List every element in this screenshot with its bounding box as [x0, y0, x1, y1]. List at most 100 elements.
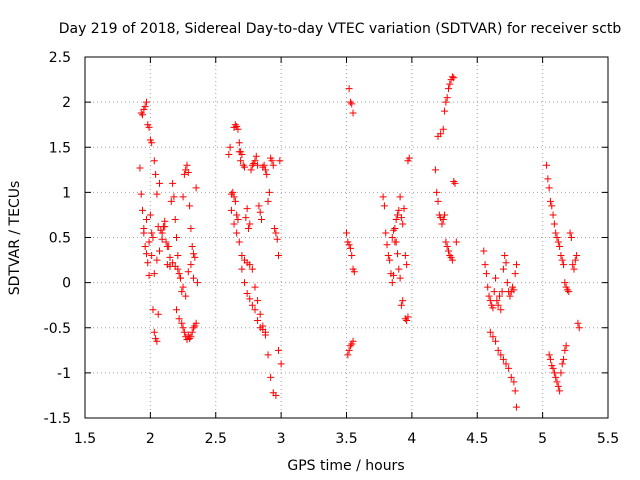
data-point	[271, 224, 279, 232]
data-point	[238, 252, 246, 260]
data-point	[137, 109, 145, 117]
data-point	[492, 274, 500, 282]
data-point	[186, 202, 194, 210]
data-point	[380, 202, 388, 210]
data-point	[437, 130, 445, 138]
data-point	[561, 346, 569, 354]
data-point	[179, 324, 187, 332]
data-point	[193, 279, 201, 287]
data-point	[573, 252, 581, 260]
data-point	[261, 166, 269, 174]
data-point	[145, 123, 153, 131]
data-point	[495, 292, 503, 300]
series-cluster-2-low	[227, 206, 269, 336]
data-point	[261, 328, 269, 336]
data-point	[502, 259, 510, 267]
data-point	[141, 243, 149, 251]
data-point	[552, 373, 560, 381]
data-point	[343, 229, 350, 237]
data-point	[450, 178, 458, 186]
x-tick-label: 5.5	[597, 431, 619, 447]
data-point	[169, 259, 177, 267]
y-tick-label: 2	[62, 95, 71, 111]
data-point	[145, 238, 153, 246]
data-point	[550, 369, 558, 377]
data-point	[272, 391, 280, 399]
series-cluster-1-high-arc	[137, 98, 156, 147]
data-point	[400, 205, 408, 213]
data-point	[158, 229, 166, 237]
data-point	[238, 265, 246, 273]
data-point	[233, 211, 241, 219]
axis-ticks	[84, 56, 609, 419]
data-point	[383, 241, 391, 249]
data-point	[493, 297, 501, 305]
data-point	[543, 161, 551, 169]
data-point	[349, 109, 357, 117]
data-point	[263, 170, 271, 178]
data-point	[153, 190, 161, 198]
data-point	[566, 229, 574, 237]
data-point	[142, 98, 150, 106]
data-point	[273, 235, 281, 243]
series-cluster-3-main	[343, 229, 358, 276]
data-point	[244, 224, 252, 232]
data-point	[145, 271, 153, 279]
data-point	[227, 206, 235, 214]
series-cluster-2-main	[225, 143, 284, 260]
data-point	[229, 188, 237, 196]
y-tick-label: -1	[57, 366, 71, 382]
data-point	[349, 337, 357, 345]
data-point	[176, 274, 184, 282]
data-point	[390, 226, 398, 234]
data-point	[494, 301, 502, 309]
data-point	[259, 322, 267, 330]
data-point	[549, 211, 557, 219]
data-point	[344, 351, 352, 359]
data-point	[446, 252, 454, 260]
data-point	[571, 256, 579, 264]
data-point	[505, 364, 513, 372]
series-cluster-5-top	[434, 73, 458, 140]
data-point	[397, 301, 405, 309]
data-point	[557, 252, 565, 260]
data-point	[226, 143, 234, 151]
data-point	[150, 328, 158, 336]
data-point	[246, 220, 254, 228]
data-point	[563, 286, 571, 294]
data-point	[241, 279, 249, 287]
data-point	[499, 265, 507, 273]
data-point	[150, 270, 158, 278]
data-point	[443, 243, 451, 251]
data-point	[251, 306, 259, 314]
data-point	[397, 214, 405, 222]
data-point	[554, 238, 562, 246]
y-tick-label: -0.5	[44, 321, 71, 337]
data-point	[174, 252, 182, 260]
data-point	[192, 184, 200, 192]
data-point	[553, 234, 561, 241]
data-point	[441, 107, 449, 115]
data-point	[486, 297, 494, 305]
x-tick-label: 3	[277, 431, 286, 447]
data-point	[152, 170, 160, 178]
data-point	[150, 157, 158, 165]
data-point	[545, 184, 553, 192]
data-point	[267, 373, 275, 381]
data-point	[393, 211, 401, 219]
data-point	[546, 197, 554, 205]
data-point	[251, 283, 259, 291]
x-tick-label: 4.5	[466, 431, 488, 447]
data-point	[434, 197, 442, 205]
data-point	[153, 337, 161, 345]
data-point	[345, 346, 353, 354]
data-point	[557, 369, 565, 377]
series-cluster-5-main	[431, 166, 460, 264]
data-point	[166, 253, 174, 261]
data-point	[144, 259, 152, 267]
data-point	[443, 94, 451, 102]
x-tick-label: 1.5	[74, 431, 96, 447]
data-point	[191, 253, 199, 261]
data-point	[146, 211, 154, 219]
data-point	[148, 139, 156, 147]
